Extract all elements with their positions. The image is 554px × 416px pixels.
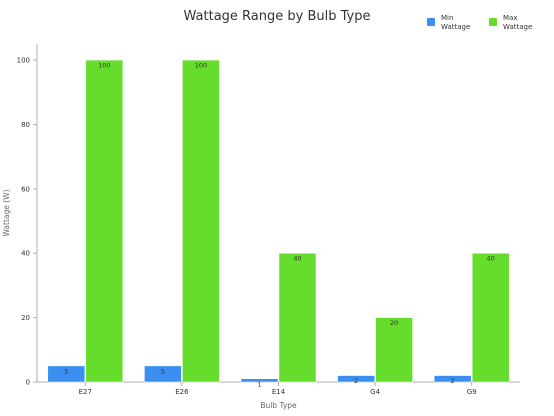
legend-item-min[interactable]: Min Wattage bbox=[427, 14, 475, 32]
legend-item-max[interactable]: Max Wattage bbox=[489, 14, 537, 32]
y-tick-label: 60 bbox=[21, 185, 30, 193]
x-axis-label: Bulb Type bbox=[260, 401, 297, 410]
bar-max-g9[interactable] bbox=[471, 252, 510, 383]
legend: Min Wattage Max Wattage bbox=[427, 14, 537, 32]
bar-max-g4[interactable] bbox=[375, 317, 413, 383]
y-axis-label: Wattage (W) bbox=[2, 189, 11, 236]
y-tick-label: 100 bbox=[17, 57, 30, 65]
data-label-min-e27: 5 bbox=[64, 367, 68, 375]
bar-min-e14[interactable] bbox=[240, 378, 279, 383]
bar-max-e27[interactable] bbox=[85, 59, 124, 383]
data-label-max-g4: 20 bbox=[390, 319, 398, 327]
bar-max-e14[interactable] bbox=[278, 252, 317, 383]
x-tick-label: E27 bbox=[79, 388, 92, 396]
bar-min-e26[interactable] bbox=[144, 365, 182, 383]
data-label-min-e26: 5 bbox=[161, 367, 165, 375]
y-tick-label: 40 bbox=[21, 250, 30, 258]
data-label-min-e14: 1 bbox=[257, 380, 261, 388]
y-tick-label: 0 bbox=[26, 379, 30, 387]
bar-min-g4[interactable] bbox=[337, 375, 375, 383]
bar-max-e26[interactable] bbox=[182, 59, 220, 383]
bar-min-e27[interactable] bbox=[47, 365, 86, 383]
data-label-max-e14: 40 bbox=[293, 255, 301, 263]
legend-label-max: Max Wattage bbox=[503, 14, 533, 31]
x-tick-label: E14 bbox=[272, 388, 286, 396]
x-tick-label: G4 bbox=[370, 388, 380, 396]
y-tick-label: 80 bbox=[21, 121, 30, 129]
data-label-min-g9: 2 bbox=[451, 377, 455, 385]
legend-label-min: Min Wattage bbox=[441, 14, 471, 31]
data-label-min-g4: 2 bbox=[354, 377, 358, 385]
data-label-max-e26: 100 bbox=[195, 62, 207, 70]
data-label-max-g9: 40 bbox=[487, 255, 495, 263]
y-tick-label: 20 bbox=[21, 314, 30, 322]
data-label-max-e27: 100 bbox=[98, 62, 110, 70]
legend-swatch-min bbox=[427, 18, 435, 26]
chart-title: Wattage Range by Bulb Type bbox=[183, 9, 371, 24]
legend-swatch-max bbox=[489, 18, 497, 26]
x-tick-label: E26 bbox=[175, 388, 189, 396]
x-tick-label: G9 bbox=[467, 388, 477, 396]
bar-min-g9[interactable] bbox=[433, 375, 472, 383]
